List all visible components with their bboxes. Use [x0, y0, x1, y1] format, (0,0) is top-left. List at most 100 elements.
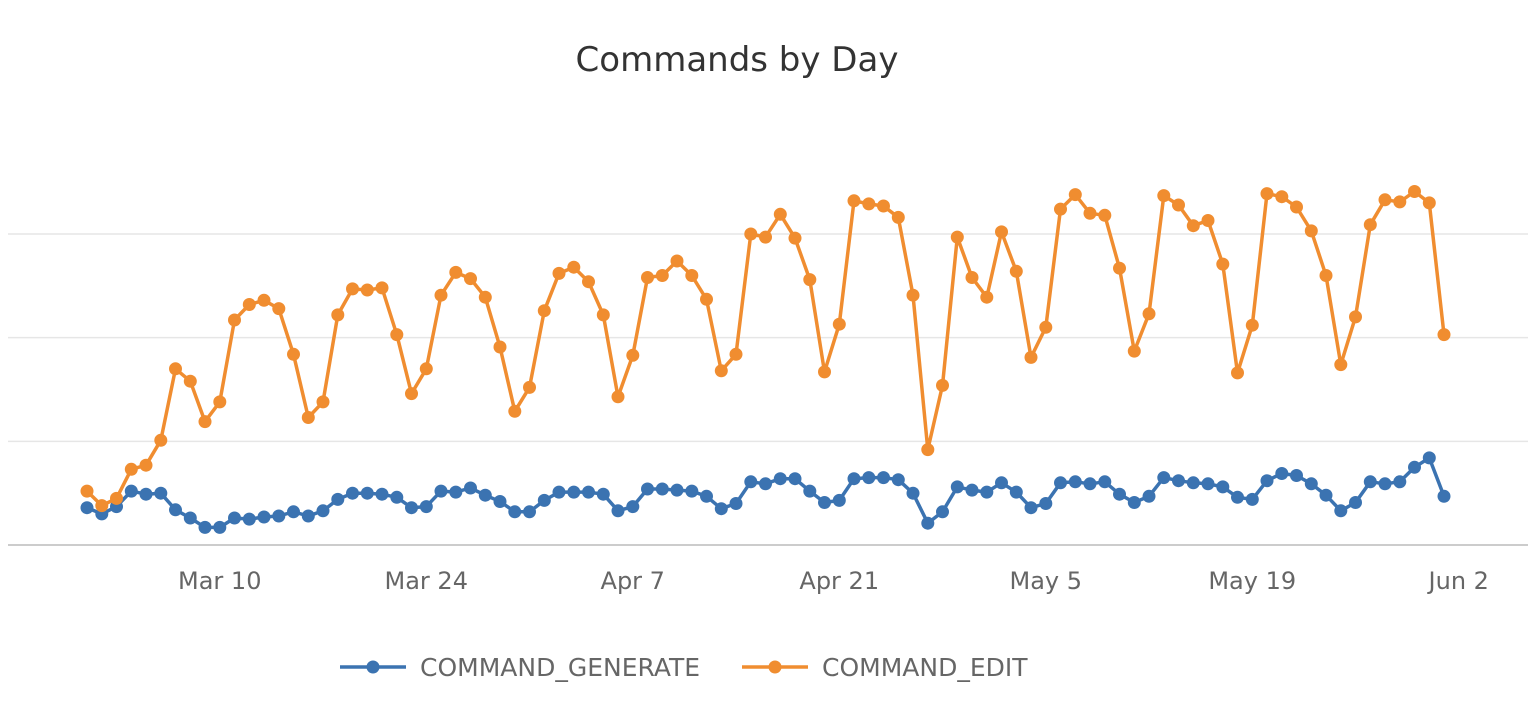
data-point: [272, 302, 286, 316]
data-point: [862, 471, 876, 485]
data-point: [1068, 475, 1082, 489]
data-point: [257, 510, 271, 524]
data-point: [1422, 196, 1436, 210]
data-point: [950, 230, 964, 244]
data-point: [1216, 480, 1230, 494]
data-point: [523, 380, 536, 394]
data-point: [405, 501, 418, 515]
data-point: [1039, 497, 1053, 510]
data-point: [714, 502, 728, 516]
data-point: [1378, 477, 1392, 491]
data-point: [641, 271, 654, 284]
data-point: [80, 501, 94, 515]
data-point: [183, 374, 197, 388]
data-point: [1201, 214, 1215, 227]
data-point: [950, 480, 964, 494]
data-point: [626, 348, 640, 362]
data-point: [670, 254, 684, 268]
data-point: [213, 520, 227, 534]
data-point: [493, 495, 507, 508]
data-point: [1245, 318, 1259, 332]
data-point: [80, 484, 94, 498]
data-point: [1437, 328, 1451, 342]
data-point: [1157, 471, 1171, 485]
data-point: [567, 485, 581, 499]
data-point: [729, 497, 743, 510]
series-command-generate: [80, 451, 1451, 534]
data-point: [847, 194, 861, 208]
data-point: [154, 433, 168, 447]
x-tick-label: Mar 24: [385, 567, 468, 595]
data-point: [655, 269, 669, 282]
data-point: [287, 505, 300, 519]
data-point: [891, 473, 905, 487]
data-point: [1378, 193, 1392, 207]
data-point: [832, 493, 846, 507]
data-point: [714, 364, 728, 378]
grid: [8, 233, 1528, 546]
data-point: [1113, 261, 1126, 275]
data-point: [980, 290, 994, 304]
data-point: [891, 210, 905, 224]
data-point: [523, 505, 536, 519]
data-point: [655, 482, 669, 496]
data-point: [434, 288, 448, 302]
data-point: [139, 487, 153, 501]
data-point: [611, 504, 625, 518]
data-point: [1127, 496, 1141, 509]
data-point: [1349, 310, 1362, 324]
data-point: [685, 484, 699, 498]
x-tick-label: May 19: [1208, 567, 1296, 595]
data-point: [1098, 208, 1112, 222]
data-point: [1349, 496, 1362, 509]
data-point: [1142, 307, 1156, 321]
data-point: [508, 505, 522, 519]
data-point: [346, 282, 359, 296]
data-point: [759, 477, 772, 491]
data-point: [110, 491, 123, 505]
data-point: [1290, 200, 1303, 214]
data-point: [1142, 489, 1156, 503]
data-point: [405, 387, 418, 401]
data-point: [759, 230, 772, 244]
data-point: [877, 471, 890, 485]
data-point: [1009, 485, 1023, 499]
data-point: [670, 483, 684, 497]
data-point: [301, 411, 315, 424]
data-point: [611, 390, 625, 404]
data-point: [980, 485, 994, 499]
data-point: [493, 340, 507, 354]
data-point: [936, 505, 949, 519]
data-point: [729, 347, 743, 361]
data-point: [818, 365, 831, 379]
data-point: [1172, 474, 1185, 488]
x-axis: Mar 10 Mar 24 Apr 7 Apr 21 May 5 May 19 Jun 2: [178, 567, 1489, 595]
data-point: [316, 395, 330, 409]
legend-swatch-marker: [366, 660, 380, 674]
data-point: [464, 481, 477, 495]
data-point: [744, 475, 758, 489]
data-point: [1363, 475, 1377, 489]
data-point: [847, 472, 861, 486]
data-point: [744, 227, 758, 241]
legend-swatch-marker: [768, 660, 782, 674]
data-point: [1201, 477, 1215, 491]
data-point: [626, 500, 640, 514]
data-point: [257, 293, 271, 307]
data-point: [1157, 189, 1171, 203]
data-point: [818, 496, 831, 509]
data-point: [1260, 187, 1274, 201]
data-point: [1054, 476, 1067, 490]
data-point: [582, 275, 595, 289]
data-point: [419, 362, 433, 376]
data-point: [228, 511, 241, 525]
data-point: [803, 273, 817, 287]
data-point: [198, 520, 212, 534]
data-point: [124, 462, 138, 476]
data-point: [1068, 188, 1082, 202]
data-point: [1186, 219, 1200, 233]
data-point: [537, 493, 551, 507]
data-point: [331, 492, 345, 506]
data-point: [1245, 492, 1259, 506]
